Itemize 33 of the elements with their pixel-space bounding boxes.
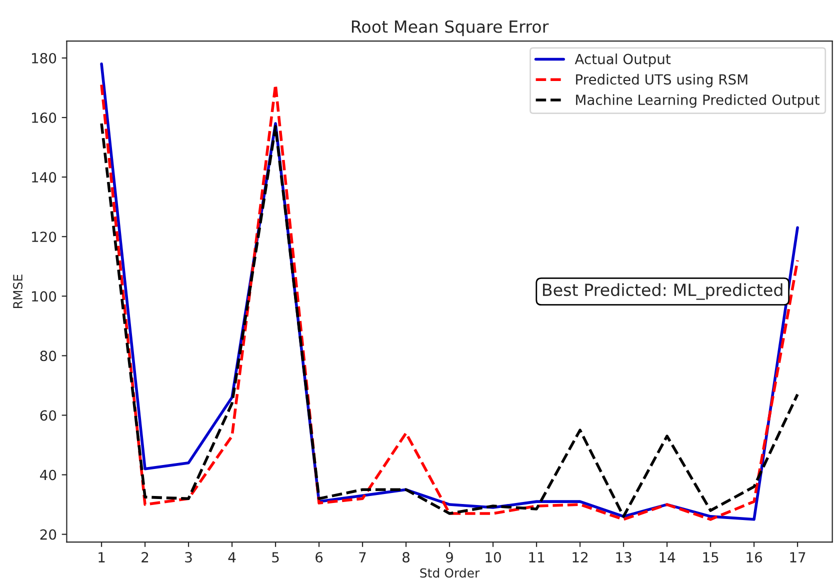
x-tick-label: 1 [98, 552, 105, 562]
x-tick-label: 5 [272, 552, 279, 563]
x-tick-label: 10 [486, 552, 501, 563]
y-tick-label: 40 [40, 470, 56, 480]
y-tick-label: 60 [40, 410, 56, 421]
x-tick-label: 3 [185, 552, 192, 563]
annotation: Best Predicted: ML_predicted [543, 283, 782, 300]
y-tick-label: 80 [40, 350, 56, 362]
x-tick-label: 11 [529, 552, 544, 562]
y-tick-label: 100 [32, 291, 56, 302]
chart-title: Root Mean Square Error [352, 20, 549, 36]
x-tick-label: 15 [703, 552, 718, 563]
x-tick-label: 2 [142, 552, 148, 562]
legend-label: Actual Output [574, 54, 671, 67]
x-tick-label: 4 [228, 552, 236, 562]
legend-label: Machine Learning Predicted Output [576, 94, 820, 108]
legend-label: Predicted UTS using RSM [576, 74, 748, 88]
x-tick-label: 8 [402, 552, 410, 563]
x-tick-label: 6 [316, 552, 323, 563]
y-tick-label: 140 [32, 172, 56, 183]
y-tick-label: 160 [32, 112, 56, 124]
x-tick-label: 9 [446, 552, 453, 563]
y-tick-label: 20 [40, 529, 56, 540]
x-axis-title: Std Order [420, 568, 480, 578]
x-tick-label: 7 [359, 552, 366, 562]
y-tick-label: 180 [32, 52, 56, 64]
x-tick-label: 14 [660, 552, 676, 562]
x-tick-label: 16 [746, 552, 762, 563]
x-tick-label: 12 [572, 552, 588, 562]
x-tick-label: 13 [616, 552, 632, 563]
y-tick-label: 120 [32, 232, 56, 242]
x-tick-label: 17 [790, 552, 806, 562]
y-axis-title: RMSE [13, 274, 23, 308]
